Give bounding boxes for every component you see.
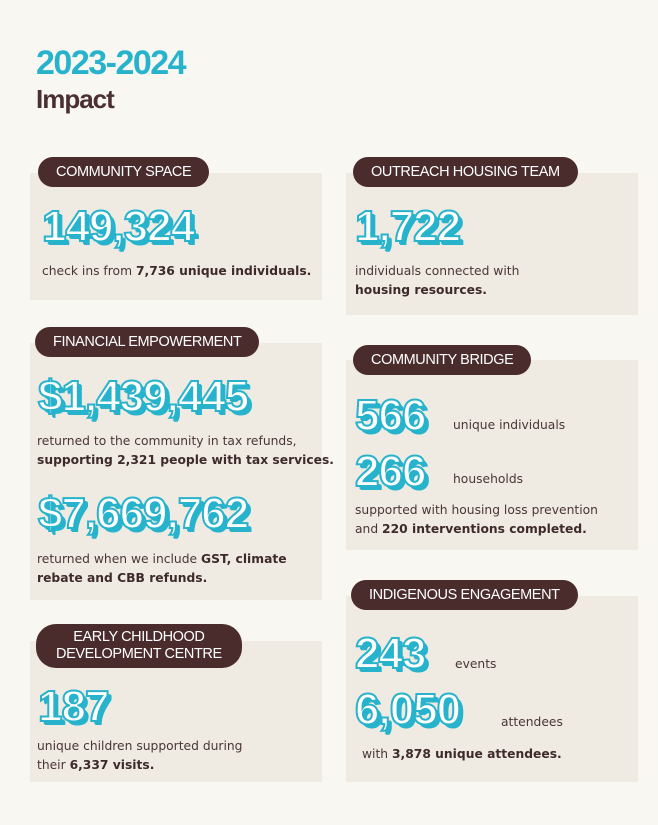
community-space-label: COMMUNITY SPACE: [38, 157, 210, 187]
early-childhood-text-line2-pre: their: [37, 758, 70, 772]
community-space-card: [30, 173, 322, 300]
financial-text-line2-bold: supporting 2,321 people with tax service…: [37, 453, 334, 467]
indigenous-text-line1-bold: 3,878 unique attendees.: [392, 747, 562, 761]
community-bridge-stat-2-text: households: [453, 472, 524, 486]
financial-text-line3: returned when we include GST, climate: [37, 550, 287, 569]
indigenous-card: [346, 596, 638, 782]
community-bridge-text-line2-pre: and: [355, 522, 383, 536]
indigenous-stat-1: 243: [354, 629, 427, 678]
report-year: 2023-2024: [36, 44, 187, 82]
indigenous-stat-1-text: events: [455, 657, 497, 671]
community-bridge-label: COMMUNITY BRIDGE: [353, 345, 532, 375]
community-bridge-text-line2: and 220 interventions completed.: [355, 520, 587, 539]
financial-text-line4: rebate and CBB refunds.: [37, 569, 207, 588]
community-bridge-card: [346, 360, 638, 550]
early-childhood-text-line2: their 6,337 visits.: [37, 756, 154, 775]
financial-card: [30, 343, 322, 600]
community-bridge-text-line1: supported with housing loss prevention: [355, 503, 598, 517]
indigenous-stat-2-text: attendees: [501, 715, 563, 729]
financial-text-line2: supporting 2,321 people with tax service…: [37, 451, 334, 470]
community-space-text-pre: check ins from: [42, 264, 136, 278]
outreach-text-line2: housing resources.: [355, 281, 487, 300]
early-childhood-stat: 187: [37, 682, 110, 731]
financial-stat-2: $7,669,762: [37, 489, 250, 538]
outreach-stat: 1,722: [354, 202, 462, 251]
indigenous-label: INDIGENOUS ENGAGEMENT: [351, 580, 578, 610]
page-title: Impact: [36, 84, 115, 114]
community-bridge-stat-2: 266: [354, 447, 427, 496]
financial-text-line4-bold: rebate and CBB refunds.: [37, 571, 208, 585]
outreach-card: [346, 173, 638, 315]
early-childhood-label-line1: EARLY CHILDHOOD: [73, 629, 205, 645]
financial-text-line3-bold: GST, climate: [201, 552, 287, 566]
community-space-stat: 149,324: [41, 202, 196, 251]
community-bridge-stat-1: 566: [354, 391, 427, 440]
community-space-text-bold: 7,736 unique individuals.: [135, 264, 312, 278]
indigenous-text-line1-pre: with: [362, 747, 392, 761]
early-childhood-label-line2: DEVELOPMENT CENTRE: [56, 646, 222, 662]
early-childhood-text-line2-bold: 6,337 visits.: [69, 758, 155, 772]
indigenous-text-line1: with 3,878 unique attendees.: [362, 745, 562, 764]
financial-text-line3-pre: returned when we include: [37, 552, 201, 566]
outreach-label: OUTREACH HOUSING TEAM: [353, 157, 578, 187]
community-space-text: check ins from 7,736 unique individuals.: [42, 262, 311, 281]
financial-stat-1: $1,439,445: [37, 372, 250, 421]
community-bridge-text-line2-bold: 220 interventions completed.: [382, 522, 587, 536]
early-childhood-label: EARLY CHILDHOOD DEVELOPMENT CENTRE: [36, 624, 242, 668]
financial-label: FINANCIAL EMPOWERMENT: [35, 327, 260, 357]
indigenous-stat-2: 6,050: [354, 685, 462, 734]
community-bridge-stat-1-text: unique individuals: [453, 418, 566, 432]
outreach-text-line1: individuals connected with: [355, 264, 520, 278]
financial-text-line1: returned to the community in tax refunds…: [37, 434, 297, 448]
outreach-text-line2-bold: housing resources.: [355, 283, 487, 297]
early-childhood-text-line1: unique children supported during: [37, 739, 243, 753]
